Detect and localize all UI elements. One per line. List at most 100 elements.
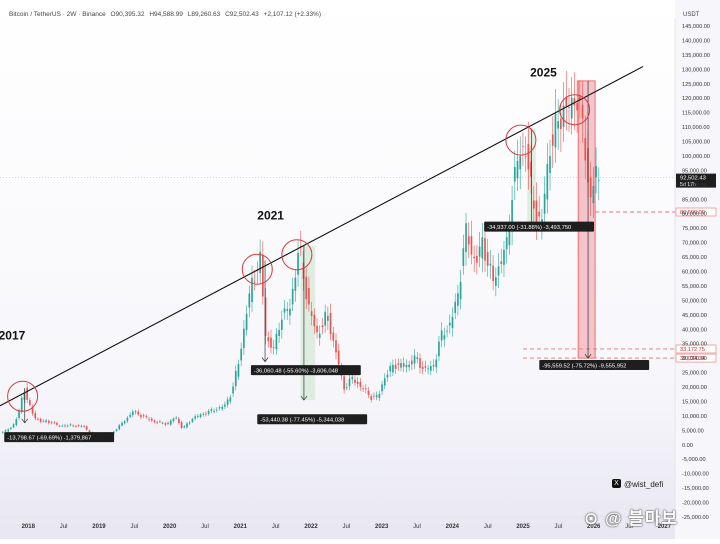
candle-body xyxy=(134,411,137,413)
peak-highlight-circle xyxy=(7,380,39,412)
candle-body xyxy=(576,103,578,111)
candle-body xyxy=(259,251,261,274)
y-tick-label: 100,000.00 xyxy=(682,154,710,160)
candle-body xyxy=(145,416,148,418)
candle-body xyxy=(47,420,50,423)
x-tick-label: 2025 xyxy=(516,524,530,530)
drawdown-label-box xyxy=(484,221,595,232)
candle-body xyxy=(221,406,224,409)
x-tick-label: Jul xyxy=(625,524,633,530)
candle-body xyxy=(500,261,503,264)
candle-body xyxy=(66,425,69,427)
ohlc-close: C92,502.43 xyxy=(225,11,259,18)
y-tick-label: 65,000.00 xyxy=(682,255,707,261)
y-tick-label: 90,000.00 xyxy=(682,183,707,189)
candle-body xyxy=(432,365,435,367)
candle-body xyxy=(327,315,329,321)
candle-body xyxy=(308,287,310,305)
x-tick-label: Jul xyxy=(555,524,563,530)
candle-body xyxy=(532,200,535,209)
candle-body xyxy=(64,425,66,427)
candle-body xyxy=(386,374,389,378)
candle-body xyxy=(88,430,91,434)
drawdown-arrowhead xyxy=(584,353,592,359)
candle-body xyxy=(29,400,31,405)
drawdown-label: -53,440.38 (-77.45%) -5,344,038 xyxy=(260,418,344,424)
candle-body xyxy=(494,277,497,286)
drawdown-arrowhead xyxy=(21,418,29,424)
candle-body xyxy=(183,426,186,428)
drawdown-label: -13,798.67 (-69.69%) -1,379,867 xyxy=(7,436,91,442)
candle-body xyxy=(215,409,218,411)
candle-body xyxy=(129,414,131,417)
candle-body xyxy=(31,406,34,414)
symbol-header[interactable]: Bitcoin / TetherUS · 2W · Binance O90,39… xyxy=(9,11,324,18)
candle-body xyxy=(280,319,283,330)
candle-body xyxy=(392,364,394,373)
candle-body xyxy=(39,418,42,422)
y-tick-label: 75,000.00 xyxy=(682,226,707,232)
x-logo-icon: X xyxy=(612,479,621,488)
candle-body xyxy=(164,423,167,425)
candle-body xyxy=(408,364,410,368)
candle-body xyxy=(1,431,4,433)
candle-body xyxy=(454,301,457,313)
candle-body xyxy=(440,330,443,341)
candle-body xyxy=(75,426,77,427)
candle-body xyxy=(522,145,524,147)
y-tick-label: 20,000.00 xyxy=(682,385,707,391)
candle-body xyxy=(72,425,75,427)
candle-body xyxy=(438,341,440,357)
candle-body xyxy=(275,333,278,350)
candle-body xyxy=(503,249,505,265)
drawdown-label-box xyxy=(257,414,368,425)
candle-body xyxy=(167,422,169,424)
candle-body xyxy=(299,245,302,247)
x-tick-label: Jul xyxy=(130,524,138,530)
candle-body xyxy=(405,365,408,368)
candle-body xyxy=(169,420,172,425)
ohlc-open: O90,395.32 xyxy=(110,11,145,18)
candle-body xyxy=(318,333,321,338)
drawdown-box xyxy=(578,80,596,359)
candle-body xyxy=(294,277,297,291)
candle-body xyxy=(470,236,473,255)
bar-countdown-label: 5d 17h xyxy=(680,182,696,188)
candle-body xyxy=(196,416,199,417)
candle-body xyxy=(519,156,522,170)
candle-body xyxy=(573,98,576,106)
y-tick-label: 145,000.00 xyxy=(682,24,710,30)
candle-body xyxy=(18,410,20,418)
candle-body xyxy=(467,236,470,245)
candle-body xyxy=(505,237,508,250)
symbol-pair[interactable]: Bitcoin / TetherUS · 2W · Binance xyxy=(9,11,106,18)
x-tick-label: Jul xyxy=(342,524,350,530)
candle-body xyxy=(324,311,327,326)
candle-body xyxy=(150,418,153,421)
x-tick-label: 2021 xyxy=(234,524,248,530)
candle-body xyxy=(351,376,354,380)
candle-body xyxy=(362,388,364,390)
y-tick-label: 0.00 xyxy=(682,443,693,449)
x-tick-label: 2027 xyxy=(658,524,672,530)
candle-body xyxy=(427,368,429,370)
drawdown-label: -95,559.52 (-75.72%) -9,555,952 xyxy=(542,363,626,369)
x-tick-label: Jul xyxy=(60,524,68,530)
cycle-year-label: 2021 xyxy=(257,209,284,223)
candle-body xyxy=(7,429,10,432)
drawdown-label-box xyxy=(250,365,361,376)
candle-body xyxy=(356,381,359,385)
y-tick-label: 60,000.00 xyxy=(682,270,707,276)
candle-body xyxy=(492,265,494,282)
candle-body xyxy=(310,311,313,316)
candle-body xyxy=(10,427,12,429)
candle-body xyxy=(121,422,123,426)
candle-body xyxy=(397,363,400,365)
candle-body xyxy=(305,276,308,300)
price-level-tag xyxy=(675,207,717,217)
candle-body xyxy=(226,399,229,405)
price-level-label: 80,600.00 xyxy=(680,210,705,216)
price-axis-background xyxy=(675,0,720,539)
